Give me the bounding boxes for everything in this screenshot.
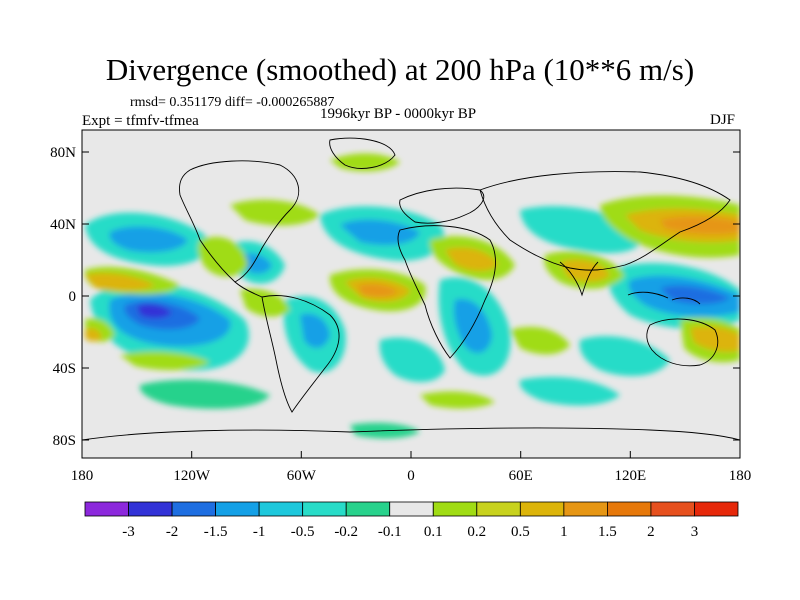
coast-indonesia (627, 291, 701, 305)
legend-label: -1 (253, 524, 266, 540)
field-blob (445, 247, 498, 271)
field-blob (120, 351, 210, 371)
legend-swatches (84, 501, 739, 517)
coast-greenland (329, 137, 396, 169)
legend-swatch (215, 501, 260, 517)
legend-swatch (607, 501, 652, 517)
field-blob (510, 326, 570, 355)
chart-title: Divergence (smoothed) at 200 hPa (10**6 … (105, 52, 695, 87)
coast-australia (646, 318, 719, 367)
legend-swatch (128, 501, 173, 517)
coast-antarctica (82, 427, 740, 441)
legend-swatch (345, 501, 391, 517)
lat-tick-label: 0 (69, 289, 77, 305)
legend-label: 2 (647, 524, 655, 540)
color-legend: -3 -2 -1.5 -1 -0.5 -0.2 -0.1 0.1 0.2 0.5 1 1.5 2 3 (84, 501, 739, 540)
lon-tick-label: 180 (71, 468, 94, 484)
rmsd-value: 0.351179 (169, 95, 222, 110)
lat-tick-marks (82, 151, 740, 441)
lon-tick-marks (81, 451, 741, 458)
field-blob (660, 216, 740, 235)
field-blob (230, 199, 320, 226)
legend-swatch (302, 501, 347, 517)
coast-south-america (261, 295, 340, 413)
field-blob (85, 327, 102, 342)
coast-africa (397, 225, 496, 359)
coast-europe (399, 187, 485, 224)
legend-swatch (84, 501, 129, 517)
field-layer (82, 137, 740, 441)
legend-swatch (171, 501, 217, 517)
lat-tick-label: 40S (53, 361, 76, 377)
field-blob (340, 219, 420, 245)
field-blob (330, 153, 400, 172)
lon-tick-label: 180 (729, 468, 752, 484)
legend-labels: -3 -2 -1.5 -1 -0.5 -0.2 -0.1 0.1 0.2 0.5 1 1.5 2 3 (122, 524, 698, 540)
field-blob (690, 326, 740, 352)
legend-label: 0.1 (424, 524, 443, 540)
legend-swatch (389, 501, 434, 517)
diff-value: -0.000265887 (256, 95, 335, 110)
legend-swatch (694, 501, 739, 517)
lon-tick-label: 60E (509, 468, 533, 484)
legend-label: -2 (166, 524, 179, 540)
legend-swatch (563, 501, 608, 517)
legend-label: 3 (691, 524, 699, 540)
legend-label: -0.1 (378, 524, 402, 540)
experiment-label: Expt = tfmfv-tfmea (82, 113, 199, 129)
lon-tick-label: 120E (614, 468, 646, 484)
field-blob (137, 303, 172, 319)
lon-tick-labels: 180 120W 60W 0 60E 120E 180 (71, 468, 752, 484)
legend-label: -0.2 (334, 524, 358, 540)
field-blob (579, 336, 670, 376)
coast-central-america (234, 281, 263, 298)
season-label: DJF (710, 112, 736, 128)
legend-swatch (476, 501, 521, 517)
field-blob (240, 253, 272, 274)
legend-swatch (650, 501, 695, 517)
legend-swatch (432, 501, 478, 517)
field-blob (560, 259, 610, 282)
field-blob (660, 285, 730, 305)
field-blob (198, 236, 248, 277)
field-blob (519, 376, 620, 406)
field-blob (85, 273, 155, 291)
lat-tick-label: 40N (50, 217, 76, 233)
field-blob (358, 284, 398, 297)
legend-label: 0.5 (511, 524, 530, 540)
lat-tick-label: 80S (53, 433, 76, 449)
field-blob (420, 391, 495, 409)
coastlines (82, 137, 740, 441)
field-blob (109, 226, 188, 253)
lon-tick-label: 0 (407, 468, 415, 484)
field-blob (300, 313, 330, 348)
legend-label: -1.5 (204, 524, 228, 540)
coast-north-america (179, 160, 300, 283)
legend-label: -3 (122, 524, 135, 540)
period-label: 1996kyr BP - 0000kyr BP (320, 106, 477, 122)
lat-tick-labels: 80N 40N 0 40S 80S (50, 145, 76, 449)
legend-label: 1.5 (598, 524, 617, 540)
diff-label: diff= (224, 95, 253, 110)
lon-tick-label: 60W (287, 468, 317, 484)
field-blob (139, 379, 270, 409)
lat-tick-label: 80N (50, 145, 76, 161)
lon-tick-label: 120W (173, 468, 211, 484)
legend-label: -0.5 (291, 524, 315, 540)
legend-swatch (258, 501, 304, 517)
coast-asia (479, 171, 731, 271)
legend-label: 0.2 (467, 524, 486, 540)
rmsd-label: rmsd= (130, 95, 166, 110)
coast-india (559, 261, 599, 297)
legend-label: 1 (560, 524, 568, 540)
legend-swatch (519, 501, 565, 517)
stats-line: rmsd= 0.351179 diff= -0.000265887 (130, 95, 334, 111)
field-blob (379, 337, 445, 382)
